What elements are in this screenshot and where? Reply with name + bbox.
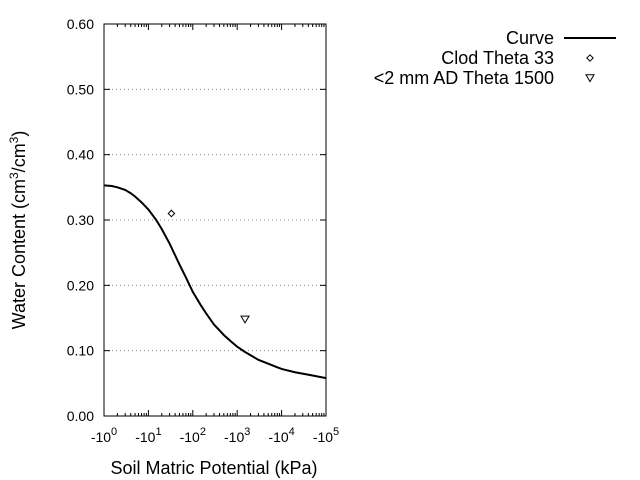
y-tick-label: 0.00 [67,408,94,424]
series-markers [167,209,250,324]
legend-swatch-triangle-down [585,74,595,83]
y-tick-label: 0.10 [67,343,94,359]
x-tick-label: -101 [135,426,161,445]
y-axis-ticks: 0.00 0.10 0.20 0.30 0.40 0.50 0.60 [67,16,326,424]
legend-swatch-diamond [586,54,594,62]
x-tick-label: -102 [180,426,206,445]
y-gridlines [104,88,326,352]
x-tick-label: -100 [91,426,117,445]
x-tick-label: -103 [224,426,250,445]
x-tick-label: -105 [313,426,339,445]
data-point-diamond [167,209,176,218]
curve-line [103,184,327,380]
y-tick-label: 0.60 [67,16,94,32]
x-axis-title: Soil Matric Potential (kPa) [110,458,317,478]
legend-label: Curve [506,28,554,48]
x-axis-ticks: -100 -101 -102 -103 -104 -105 [91,24,339,445]
y-tick-label: 0.50 [67,81,94,97]
y-tick-label: 0.40 [67,147,94,163]
y-tick-label: 0.20 [67,277,94,293]
legend-label: Clod Theta 33 [441,48,554,68]
y-tick-label: 0.30 [67,212,94,228]
data-point-triangle-down [240,315,250,324]
series-curve [103,184,327,380]
y-axis-title: Water Content (cm3/cm3) [7,131,29,330]
x-tick-label: -104 [268,426,294,445]
legend-label: <2 mm AD Theta 1500 [374,68,554,88]
